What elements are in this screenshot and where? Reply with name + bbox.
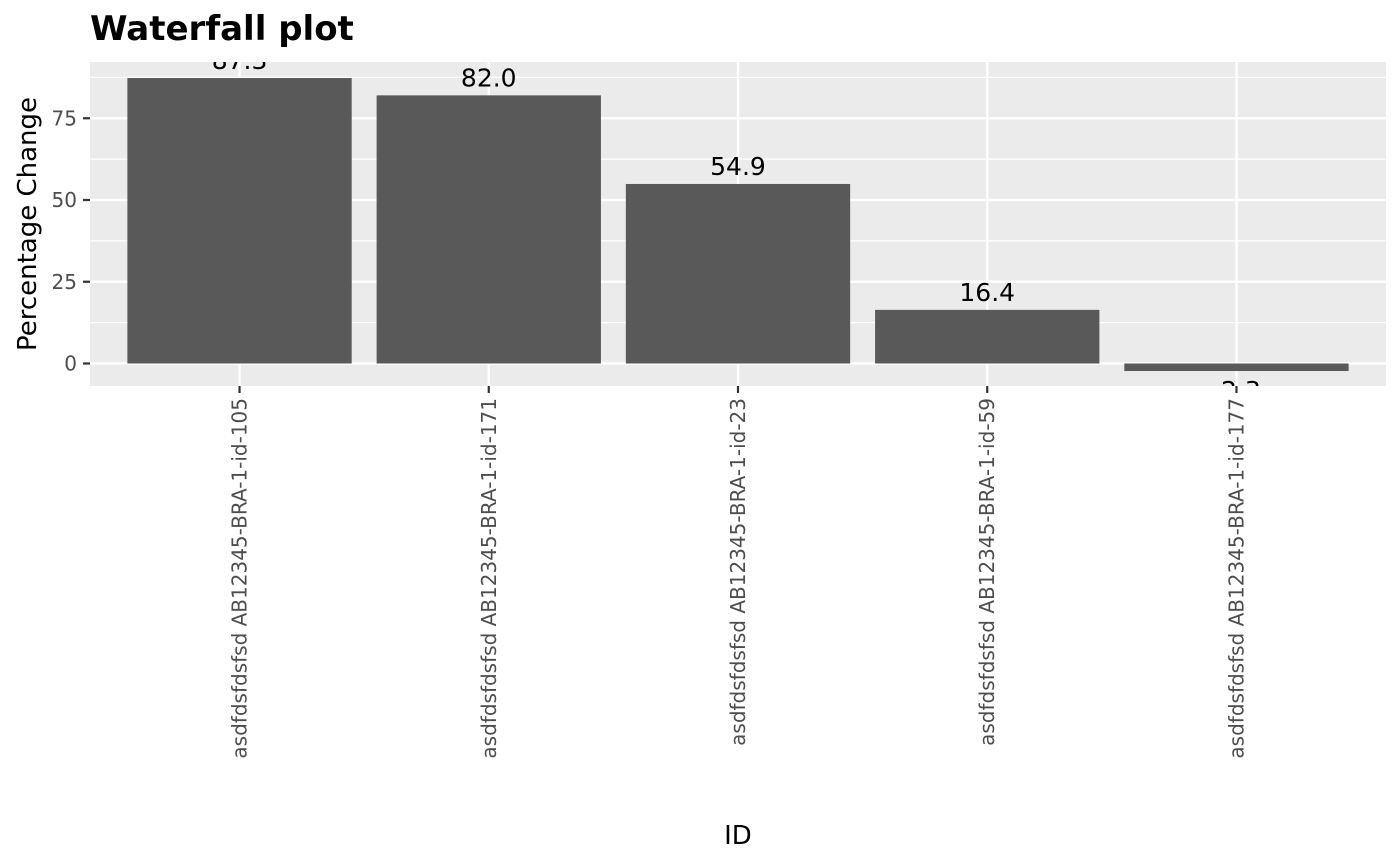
bar — [875, 309, 1100, 364]
x-axis-title: ID — [724, 821, 752, 851]
x-tick-label: asdfdsfdsfsd AB12345-BRA-1-id-105 — [228, 398, 252, 759]
chart-title: Waterfall plot — [90, 9, 354, 49]
y-tick-label: 25 — [52, 270, 77, 294]
x-tick-label: asdfdsfdsfsd AB12345-BRA-1-id-23 — [726, 398, 750, 746]
y-tick-label: 50 — [52, 188, 77, 212]
bar-labels: 87.3 82.0 54.9 16.4 -2.3 — [212, 46, 1261, 405]
bar-value-label: 54.9 — [710, 152, 766, 181]
bar-value-label: -2.3 — [1212, 376, 1261, 405]
x-tick-label: asdfdsfdsfsd AB12345-BRA-1-id-59 — [975, 398, 999, 746]
bar — [1124, 363, 1349, 372]
bar-value-label: 16.4 — [959, 278, 1015, 307]
y-tick-label: 0 — [64, 352, 77, 376]
bar — [127, 78, 352, 364]
bars — [127, 78, 1349, 372]
bar — [376, 95, 601, 364]
y-axis-title: Percentage Change — [13, 97, 43, 351]
bar-value-label: 87.3 — [212, 46, 268, 75]
x-tick-label: asdfdsfdsfsd AB12345-BRA-1-id-177 — [1224, 398, 1248, 759]
bar — [625, 183, 851, 364]
y-axis: 0 25 50 75 — [52, 106, 90, 376]
x-tick-label: asdfdsfdsfsd AB12345-BRA-1-id-171 — [477, 398, 501, 759]
y-tick-label: 75 — [52, 106, 77, 130]
bar-value-label: 82.0 — [461, 63, 517, 92]
x-axis: asdfdsfdsfsd AB12345-BRA-1-id-105 asdfdsf… — [228, 386, 1248, 759]
